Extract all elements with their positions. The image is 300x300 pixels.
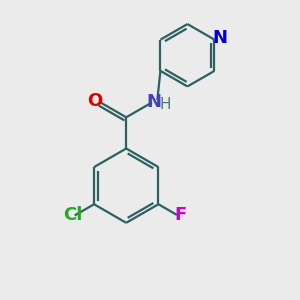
Text: H: H	[160, 97, 171, 112]
Text: F: F	[174, 206, 187, 224]
Text: Cl: Cl	[64, 206, 83, 224]
Text: N: N	[146, 93, 161, 111]
Text: N: N	[212, 29, 227, 47]
Text: O: O	[88, 92, 103, 110]
